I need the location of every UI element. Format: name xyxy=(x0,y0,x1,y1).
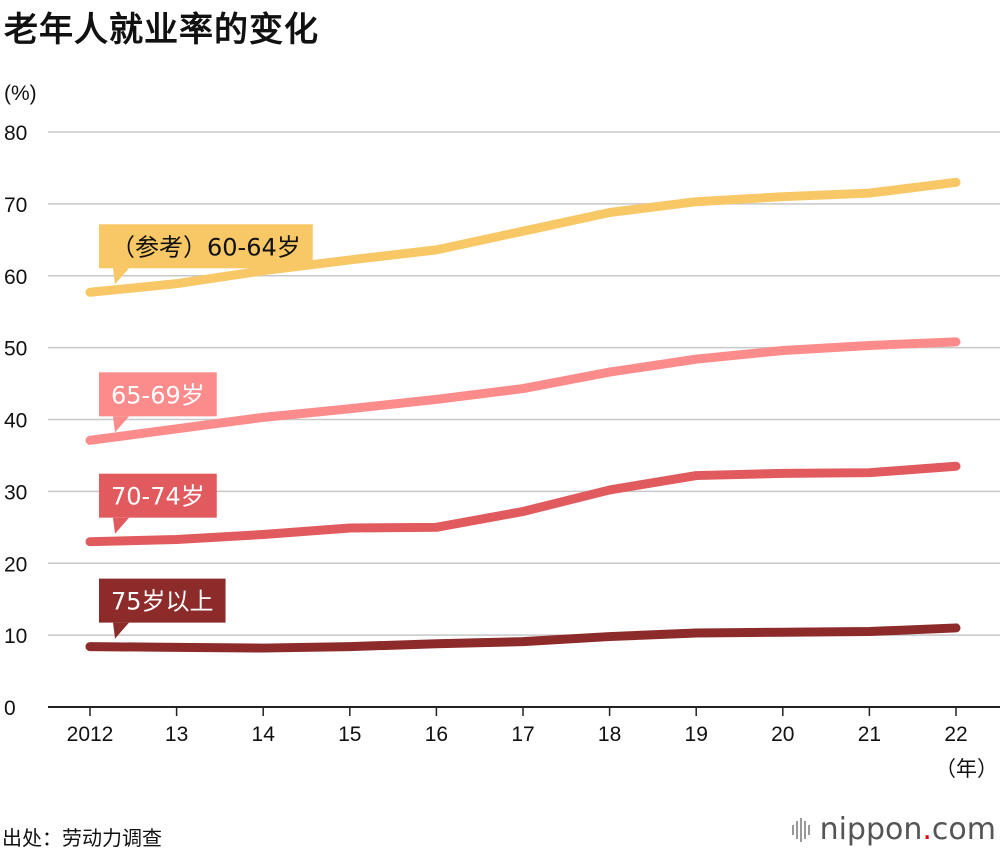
callout-box xyxy=(99,224,313,269)
logo-suffix: com xyxy=(931,812,996,847)
nippon-logo: nippon. com xyxy=(791,812,996,847)
series-line xyxy=(85,461,961,547)
y-tick-label: 20 xyxy=(4,553,27,576)
x-tick-label: 22 xyxy=(944,723,967,746)
callout-pointer xyxy=(113,517,129,534)
x-tick-label: 17 xyxy=(511,723,534,746)
series-label: 65-69岁 xyxy=(111,381,205,409)
callout-box xyxy=(99,372,217,417)
series-lines xyxy=(85,177,961,653)
y-tick-label: 80 xyxy=(4,122,27,145)
series-callout: （参考）60-64岁 xyxy=(99,224,313,285)
chart-title: 老年人就业率的变化 xyxy=(4,10,319,50)
series-line xyxy=(85,177,961,297)
x-tick-label: 18 xyxy=(598,723,621,746)
callout-pointer xyxy=(113,416,129,433)
logo-text: nippon xyxy=(819,812,923,847)
callout-pointer xyxy=(113,268,129,285)
series-callout: 65-69岁 xyxy=(99,372,217,433)
y-tick-label: 60 xyxy=(4,266,27,289)
callout-box xyxy=(99,473,217,518)
line-chart: 0 10 20 30 40 50 60 70 80 2012 13 14 15 16 17 18 19 20 21… xyxy=(4,82,1000,781)
y-tick-label: 30 xyxy=(4,481,27,504)
callout-box xyxy=(99,578,226,623)
logo-dot: . xyxy=(922,812,932,847)
x-tick-label: 21 xyxy=(858,723,881,746)
y-tick-label: 0 xyxy=(4,697,16,720)
series-label: 75岁以上 xyxy=(111,588,214,616)
y-tick-label: 70 xyxy=(4,194,27,217)
source-note: 出处：劳动力调查 xyxy=(2,826,162,850)
x-tick-label: 19 xyxy=(685,723,708,746)
series-line xyxy=(85,337,961,445)
x-tick-label: 2012 xyxy=(67,723,114,746)
x-tick-label: 14 xyxy=(252,723,276,746)
y-axis-unit: (%) xyxy=(4,82,37,105)
x-axis-unit: （年） xyxy=(935,758,998,781)
logo-bars-icon xyxy=(791,817,812,842)
series-line xyxy=(85,623,961,653)
y-tick-labels: 0 10 20 30 40 50 60 70 80 xyxy=(4,122,27,720)
x-tick-labels: 2012 13 14 15 16 17 18 19 20 21 22 xyxy=(67,707,968,746)
y-tick-label: 10 xyxy=(4,625,27,648)
series-callout: 75岁以上 xyxy=(99,578,226,639)
y-tick-label: 40 xyxy=(4,410,27,433)
y-tick-label: 50 xyxy=(4,338,27,361)
callout-pointer xyxy=(113,622,129,639)
x-tick-label: 15 xyxy=(338,723,361,746)
series-label: 70-74岁 xyxy=(111,483,205,511)
series-label: （参考）60-64岁 xyxy=(111,233,301,261)
series-callout: 70-74岁 xyxy=(99,473,217,534)
x-tick-label: 16 xyxy=(425,723,448,746)
x-tick-label: 13 xyxy=(165,723,188,746)
series-callouts: （参考）60-64岁 65-69岁 70-74岁 75岁以上 xyxy=(99,224,313,639)
x-tick-label: 20 xyxy=(771,723,794,746)
